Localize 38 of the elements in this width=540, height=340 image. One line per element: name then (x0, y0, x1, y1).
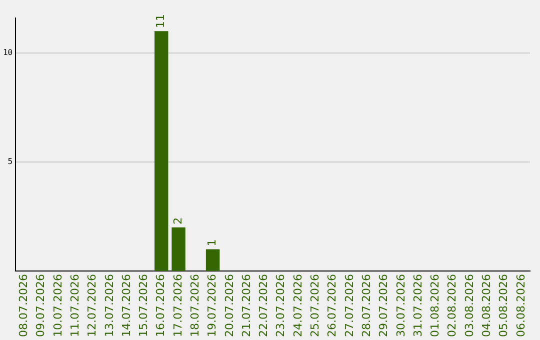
x-tick-label: 03.08.2026 (462, 274, 476, 338)
x-tick-label: 22.07.2026 (257, 274, 270, 338)
x-tick-label: 23.07.2026 (274, 274, 288, 338)
x-tick-label: 18.07.2026 (188, 274, 202, 338)
x-tick-label: 14.07.2026 (120, 274, 133, 338)
x-tick-label: 06.08.2026 (514, 274, 528, 338)
x-tick-label: 04.08.2026 (480, 274, 493, 338)
x-tick-label: 01.08.2026 (428, 274, 442, 338)
x-tick-label: 25.07.2026 (308, 274, 322, 338)
x-tick-label: 11.07.2026 (68, 274, 82, 338)
x-tick-label: 17.07.2026 (171, 274, 184, 338)
y-tick-label: 10 (2, 48, 13, 57)
bar (154, 31, 168, 272)
x-tick-label: 21.07.2026 (240, 274, 253, 338)
x-tick-label: 15.07.2026 (137, 274, 150, 338)
x-tick-label: 28.07.2026 (360, 274, 373, 338)
data-label: 1 (206, 239, 219, 246)
x-tick-label: 10.07.2026 (51, 274, 64, 338)
x-tick-label: 12.07.2026 (86, 274, 99, 338)
x-tick-label: 31.07.2026 (411, 274, 424, 338)
x-tick-label: 24.07.2026 (291, 274, 304, 338)
x-tick-label: 30.07.2026 (394, 274, 408, 338)
x-tick-label: 27.07.2026 (342, 274, 356, 338)
data-label: 2 (171, 217, 184, 224)
x-tick-label: 26.07.2026 (326, 274, 339, 338)
x-tick-label: 05.08.2026 (497, 274, 510, 338)
bar (206, 249, 220, 272)
x-tick-label: 13.07.2026 (102, 274, 116, 338)
y-tick-label: 5 (8, 157, 13, 166)
data-label: 11 (154, 14, 168, 28)
x-tick-label: 09.07.2026 (34, 274, 48, 338)
x-tick-label: 08.07.2026 (17, 274, 30, 338)
x-tick-label: 16.07.2026 (154, 274, 168, 338)
x-tick-label: 29.07.2026 (377, 274, 390, 338)
x-tick-label: 02.08.2026 (446, 274, 459, 338)
bar (172, 227, 186, 272)
x-tick-label: 19.07.2026 (206, 274, 219, 338)
x-tick-label: 20.07.2026 (222, 274, 236, 338)
